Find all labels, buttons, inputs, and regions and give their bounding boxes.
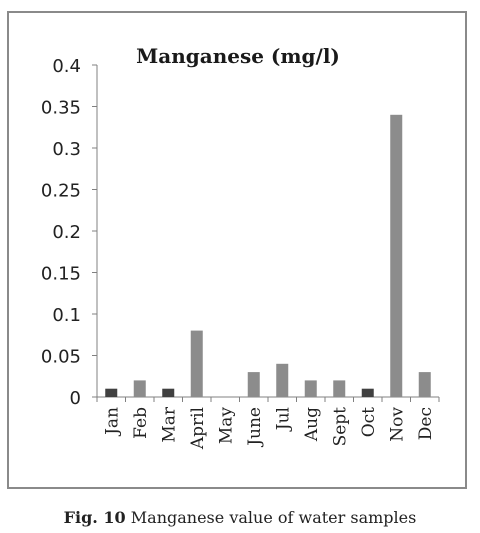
figure-caption: Fig. 10 Manganese value of water samples (0, 508, 480, 527)
x-tick-label: Oct (359, 407, 379, 437)
x-tick-label: Dec (416, 407, 436, 440)
figure-label: Fig. 10 (63, 508, 126, 527)
chart-svg: Manganese (mg/l) 0.4 0.35 0.3 0.25 0.2 0.15 0.1… (41, 44, 440, 450)
chart-title: Manganese (mg/l) (136, 44, 340, 68)
bar-dec (418, 372, 431, 397)
figure-caption-text: Manganese value of water samples (130, 508, 417, 527)
bar-feb (133, 380, 146, 397)
bar-sept (333, 380, 346, 397)
y-tick-label: 0.4 (52, 56, 81, 77)
x-tick-label: Nov (387, 407, 407, 442)
bar-nov (390, 114, 403, 398)
y-tick-label: 0.2 (52, 222, 81, 243)
y-tick-label: 0.05 (41, 347, 81, 368)
bar-june (247, 372, 260, 397)
y-tick-label: 0.35 (41, 98, 81, 119)
bar-mar (162, 388, 175, 397)
x-tick-label: June (245, 407, 265, 448)
bar-jul (276, 363, 289, 397)
x-tick-label: May (216, 407, 236, 445)
chart-frame: Manganese (mg/l) 0.4 0.35 0.3 0.25 0.2 0.15 0.1… (7, 11, 467, 489)
x-tick-label: Sept (330, 407, 350, 447)
x-tick-label: Feb (131, 407, 151, 439)
bar-oct (361, 388, 374, 397)
y-tick-label: 0.3 (52, 139, 81, 160)
y-tick-label: 0.15 (41, 264, 81, 285)
bar-april (190, 330, 203, 397)
x-tick-label: Aug (302, 407, 322, 442)
bar-aug (304, 380, 317, 397)
y-tick-label: 0.25 (41, 181, 81, 202)
x-tick-label: Jul (273, 407, 293, 432)
x-tick-label: Jan (102, 407, 122, 437)
x-tick-label: April (188, 407, 208, 450)
y-tick-label: 0 (70, 388, 81, 409)
x-tick-label: Mar (159, 406, 179, 443)
bar-jan (105, 388, 118, 397)
y-tick-label: 0.1 (52, 305, 81, 326)
